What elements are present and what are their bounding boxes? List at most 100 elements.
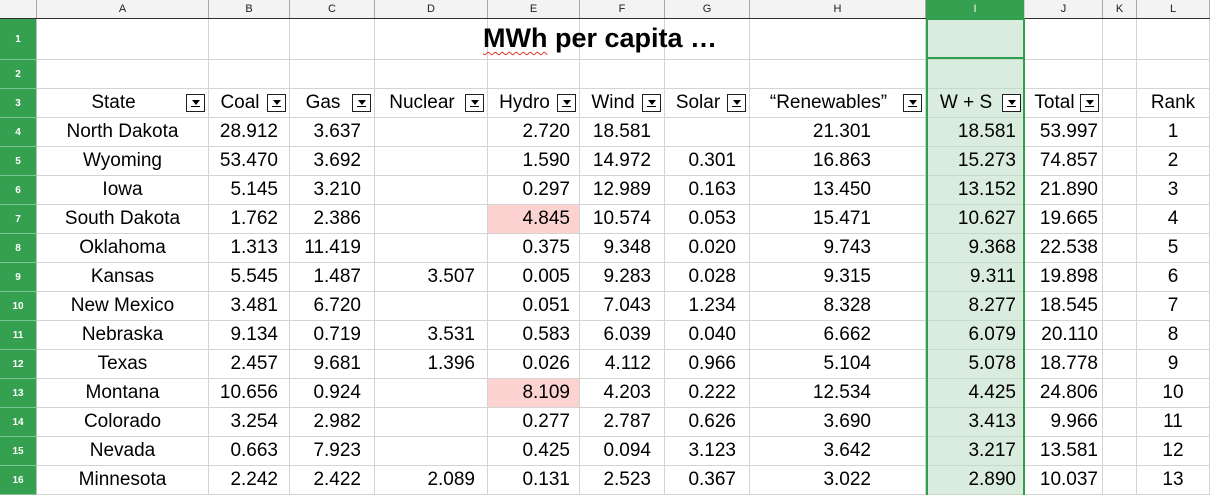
cell-hydro[interactable]: 0.375 [488,234,580,263]
column-header-g[interactable]: G [665,0,750,18]
cell-state[interactable]: Wyoming [37,147,209,176]
cell-hydro-highlighted[interactable]: 8.109 [488,379,580,408]
cell-coal[interactable]: 2.242 [209,466,290,495]
cell-nuclear[interactable]: 2.089 [375,466,488,495]
cell[interactable] [209,60,290,89]
sheet-title[interactable]: MWh per capita … [483,18,717,59]
cell-solar[interactable]: 0.222 [665,379,750,408]
cell-nuclear[interactable] [375,379,488,408]
cell-coal[interactable]: 9.134 [209,321,290,350]
cell-nuclear[interactable] [375,408,488,437]
cell-hydro[interactable]: 0.583 [488,321,580,350]
column-header-c[interactable]: C [290,0,375,18]
cell-nuclear[interactable]: 3.507 [375,263,488,292]
cell-renewables[interactable]: 9.315 [750,263,926,292]
row-header[interactable]: 14 [0,408,37,437]
cell-rank[interactable]: 8 [1137,321,1210,350]
cell-solar[interactable]: 0.053 [665,205,750,234]
cell[interactable] [1103,321,1137,350]
cell-title-anchor[interactable] [488,19,580,60]
cell[interactable] [290,19,375,60]
cell-gas[interactable]: 0.719 [290,321,375,350]
autofilter-solar-button[interactable] [727,94,746,112]
cell-coal[interactable]: 28.912 [209,118,290,147]
cell-wind[interactable]: 10.574 [580,205,665,234]
cell-state[interactable]: Iowa [37,176,209,205]
autofilter-wind-button[interactable] [642,94,661,112]
cell[interactable] [1103,60,1137,89]
cell-w-plus-s[interactable]: 15.273 [926,147,1025,176]
cell-total[interactable]: 18.545 [1025,292,1103,321]
cell[interactable] [1103,89,1137,118]
cell-nuclear[interactable]: 3.531 [375,321,488,350]
active-cell-i1[interactable] [926,19,1025,60]
row-header[interactable]: 1 [0,19,37,60]
cell[interactable] [1103,466,1137,495]
cell-wind[interactable]: 14.972 [580,147,665,176]
cell-renewables[interactable]: 12.534 [750,379,926,408]
cell-w-plus-s[interactable]: 9.311 [926,263,1025,292]
select-all-corner[interactable] [0,0,37,18]
header-hydro[interactable]: Hydro [488,89,580,118]
cell[interactable] [1103,437,1137,466]
cell-renewables[interactable]: 13.450 [750,176,926,205]
cell-hydro[interactable]: 2.720 [488,118,580,147]
cell-rank[interactable]: 5 [1137,234,1210,263]
cell-state[interactable]: Colorado [37,408,209,437]
cell[interactable] [1103,147,1137,176]
cell-hydro-highlighted[interactable]: 4.845 [488,205,580,234]
cell-rank[interactable]: 12 [1137,437,1210,466]
cell-w-plus-s[interactable]: 5.078 [926,350,1025,379]
cell-hydro[interactable]: 0.277 [488,408,580,437]
cell-renewables[interactable]: 3.690 [750,408,926,437]
cell[interactable] [1103,176,1137,205]
cell[interactable] [665,60,750,89]
cell-total[interactable]: 74.857 [1025,147,1103,176]
cell-rank[interactable]: 10 [1137,379,1210,408]
cell-gas[interactable]: 11.419 [290,234,375,263]
cell-gas[interactable]: 1.487 [290,263,375,292]
cell[interactable] [580,60,665,89]
column-header-i-selected[interactable]: I [926,0,1025,18]
cell-rank[interactable]: 13 [1137,466,1210,495]
cell-wind[interactable]: 12.989 [580,176,665,205]
cell-wind[interactable]: 4.203 [580,379,665,408]
cell-renewables[interactable]: 15.471 [750,205,926,234]
row-header[interactable]: 6 [0,176,37,205]
cell-w-plus-s[interactable]: 13.152 [926,176,1025,205]
cell-wind[interactable]: 4.112 [580,350,665,379]
header-gas[interactable]: Gas [290,89,375,118]
cell-state[interactable]: Oklahoma [37,234,209,263]
cell-gas[interactable]: 3.637 [290,118,375,147]
cell-rank[interactable]: 6 [1137,263,1210,292]
header-nuclear[interactable]: Nuclear [375,89,488,118]
cell-gas[interactable]: 2.386 [290,205,375,234]
cell-w-plus-s[interactable]: 8.277 [926,292,1025,321]
cell-solar[interactable]: 0.020 [665,234,750,263]
header-w-plus-s[interactable]: W + S [926,89,1025,118]
cell-coal[interactable]: 5.545 [209,263,290,292]
row-header[interactable]: 15 [0,437,37,466]
header-total[interactable]: Total [1025,89,1103,118]
cell-coal[interactable]: 0.663 [209,437,290,466]
cell[interactable] [750,60,926,89]
cell-w-plus-s[interactable]: 3.413 [926,408,1025,437]
cell[interactable] [1137,19,1210,60]
cell-coal[interactable]: 10.656 [209,379,290,408]
cell-total[interactable]: 24.806 [1025,379,1103,408]
cell-hydro[interactable]: 1.590 [488,147,580,176]
row-header[interactable]: 12 [0,350,37,379]
cell-wind[interactable]: 7.043 [580,292,665,321]
cell-state[interactable]: Nevada [37,437,209,466]
cell[interactable] [1025,60,1103,89]
cell-w-plus-s[interactable]: 4.425 [926,379,1025,408]
cell-gas[interactable]: 9.681 [290,350,375,379]
header-coal[interactable]: Coal [209,89,290,118]
cell[interactable] [1103,350,1137,379]
cell-renewables[interactable]: 3.642 [750,437,926,466]
cell[interactable] [37,19,209,60]
cell-rank[interactable]: 11 [1137,408,1210,437]
cell-wind[interactable]: 9.348 [580,234,665,263]
cell[interactable] [665,19,750,60]
cell[interactable] [1103,205,1137,234]
